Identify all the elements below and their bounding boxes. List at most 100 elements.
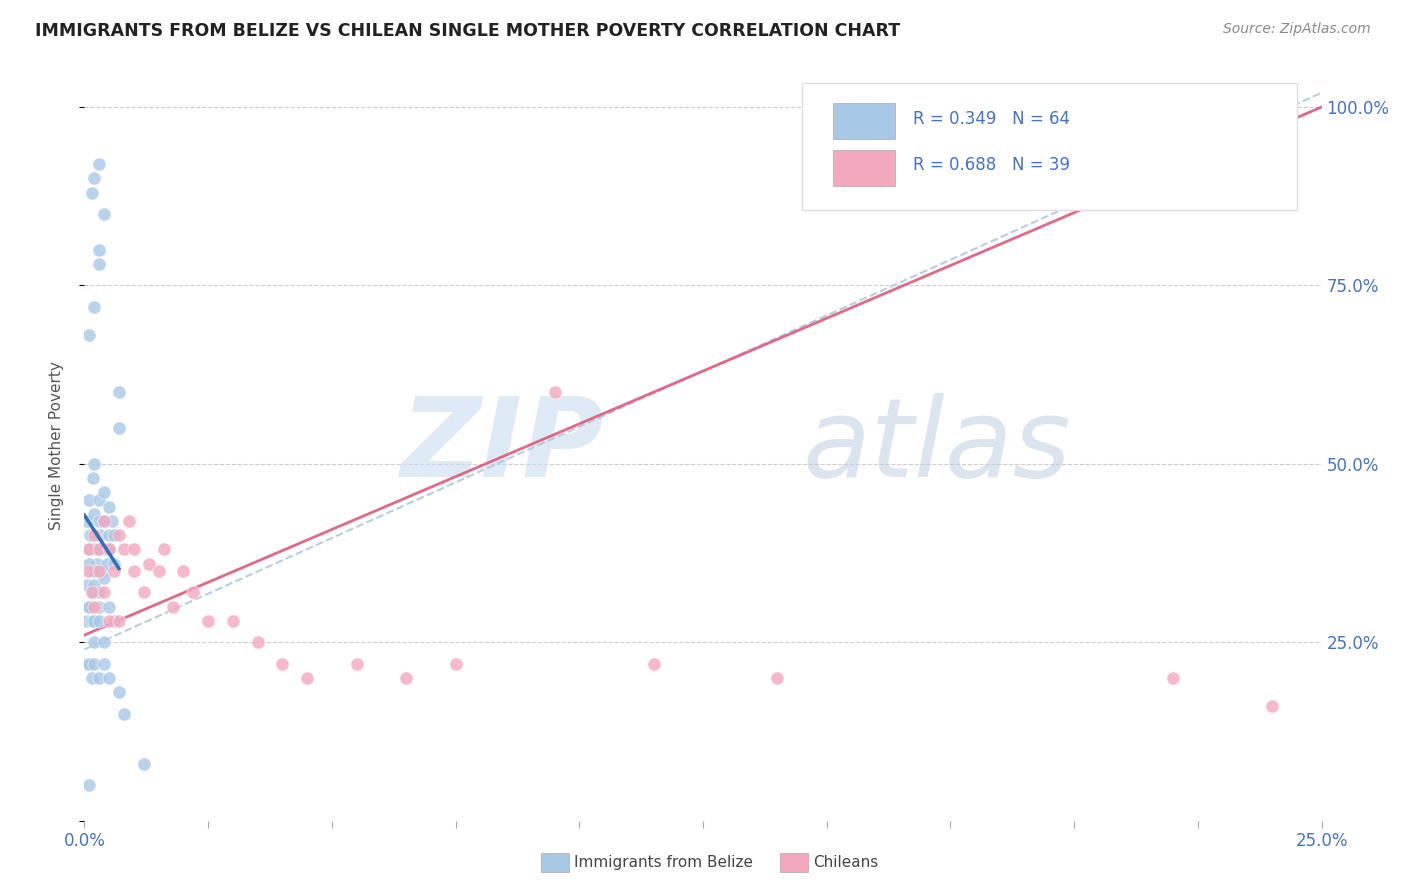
Point: [89, 542, 111, 557]
Point: [122, 542, 145, 557]
Text: R = 0.349   N = 64: R = 0.349 N = 64: [914, 110, 1070, 128]
Point: [172, 564, 194, 578]
Point: [94, 542, 117, 557]
Point: [93, 514, 115, 528]
Point: [80, 614, 103, 628]
Point: [79, 557, 101, 571]
Text: IMMIGRANTS FROM BELIZE VS CHILEAN SINGLE MOTHER POVERTY CORRELATION CHART: IMMIGRANTS FROM BELIZE VS CHILEAN SINGLE…: [35, 22, 900, 40]
Point: [108, 385, 131, 400]
Point: [122, 564, 145, 578]
Point: [543, 385, 565, 400]
Text: Source: ZipAtlas.com: Source: ZipAtlas.com: [1223, 22, 1371, 37]
Point: [76, 614, 98, 628]
Point: [89, 614, 111, 628]
Point: [89, 243, 111, 257]
Point: [295, 671, 318, 685]
Point: [89, 514, 111, 528]
Point: [83, 507, 105, 521]
Point: [100, 514, 122, 528]
Point: [98, 500, 121, 514]
Point: [83, 657, 105, 671]
Point: [76, 514, 98, 528]
Point: [112, 542, 135, 557]
Point: [76, 578, 98, 592]
Point: [132, 585, 155, 599]
Point: [103, 557, 125, 571]
Point: [89, 671, 111, 685]
Point: [444, 657, 467, 671]
Point: [96, 557, 118, 571]
Point: [93, 485, 115, 500]
Point: [162, 599, 184, 614]
Point: [98, 542, 121, 557]
Point: [83, 457, 105, 471]
Point: [79, 599, 101, 614]
Point: [76, 657, 98, 671]
Point: [79, 492, 101, 507]
Point: [181, 585, 204, 599]
Text: Immigrants from Belize: Immigrants from Belize: [574, 855, 752, 870]
Point: [271, 657, 294, 671]
Point: [108, 614, 131, 628]
Point: [80, 585, 103, 599]
Point: [89, 585, 111, 599]
Point: [138, 557, 160, 571]
Point: [93, 514, 115, 528]
Point: [82, 471, 104, 485]
Point: [79, 528, 101, 542]
Point: [103, 564, 125, 578]
Point: [80, 564, 103, 578]
Point: [80, 671, 103, 685]
Point: [1161, 671, 1184, 685]
Point: [83, 564, 105, 578]
Point: [643, 657, 665, 671]
Point: [83, 599, 105, 614]
Point: [766, 671, 789, 685]
Point: [83, 614, 105, 628]
Point: [246, 635, 269, 649]
Point: [98, 671, 121, 685]
Point: [222, 614, 245, 628]
Y-axis label: Single Mother Poverty: Single Mother Poverty: [49, 361, 63, 531]
Point: [83, 300, 105, 314]
Point: [83, 578, 105, 592]
Point: [89, 492, 111, 507]
Point: [79, 328, 101, 343]
Point: [84, 542, 107, 557]
Point: [1261, 699, 1284, 714]
Point: [112, 706, 135, 721]
Point: [93, 657, 115, 671]
Point: [77, 542, 100, 557]
Point: [79, 657, 101, 671]
Point: [103, 528, 125, 542]
Point: [89, 542, 111, 557]
Point: [118, 514, 141, 528]
Point: [79, 599, 101, 614]
Text: Chileans: Chileans: [813, 855, 877, 870]
Point: [89, 157, 111, 171]
Point: [89, 564, 111, 578]
Point: [90, 564, 112, 578]
Point: [108, 685, 131, 699]
Text: ZIP: ZIP: [401, 392, 605, 500]
FancyBboxPatch shape: [832, 150, 894, 186]
Point: [108, 421, 131, 435]
Point: [80, 186, 103, 200]
Text: R = 0.688   N = 39: R = 0.688 N = 39: [914, 156, 1070, 174]
Point: [77, 564, 100, 578]
Point: [93, 635, 115, 649]
Point: [98, 599, 121, 614]
FancyBboxPatch shape: [801, 83, 1296, 210]
Point: [395, 671, 418, 685]
Point: [93, 207, 115, 221]
Point: [79, 542, 101, 557]
Point: [152, 542, 174, 557]
FancyBboxPatch shape: [832, 103, 894, 139]
Text: atlas: atlas: [801, 392, 1070, 500]
Point: [83, 171, 105, 186]
Point: [108, 528, 131, 542]
Point: [98, 528, 121, 542]
Point: [93, 585, 115, 599]
Point: [79, 778, 101, 792]
Point: [98, 542, 121, 557]
